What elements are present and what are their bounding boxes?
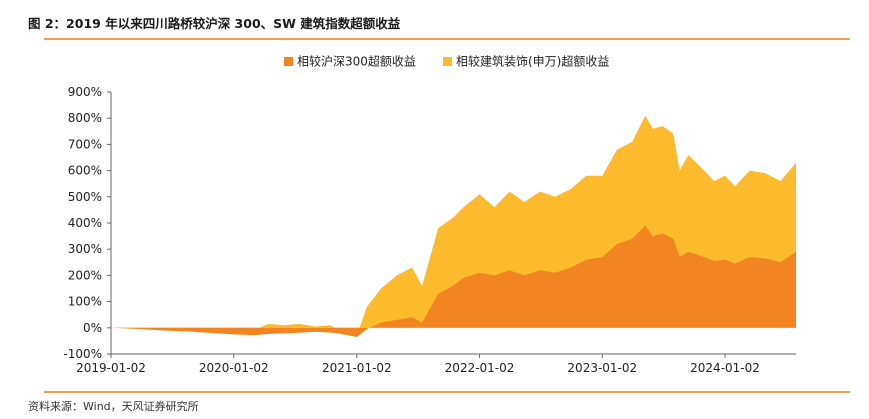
plot-area: -100% 0% 100% 200% 300% 400% 500% 600% 700% 800% 9… xyxy=(63,85,796,375)
figure-title: 图 2：2019 年以来四川路桥较沪深 300、SW 建筑指数超额收益 xyxy=(28,16,401,31)
x-tick-label: 2023-01-02 xyxy=(567,361,637,375)
series-layer xyxy=(111,115,796,337)
legend-item-sw: 相较建筑装饰(申万)超额收益 xyxy=(443,54,609,69)
y-tick-label: 400% xyxy=(68,216,102,230)
x-tick-label: 2022-01-02 xyxy=(445,361,515,375)
source-note: 资料来源：Wind，天风证券研究所 xyxy=(28,400,199,413)
legend-swatch-hs300 xyxy=(284,57,293,66)
x-tick-label: 2019-01-02 xyxy=(76,361,146,375)
legend-label-hs300: 相较沪深300超额收益 xyxy=(297,54,416,69)
y-tick-label: 100% xyxy=(68,295,102,309)
series-area-hs300-excess xyxy=(111,225,796,337)
y-tick-label: 500% xyxy=(68,190,102,204)
y-tick-label: -100% xyxy=(63,347,102,361)
y-tick-label: 200% xyxy=(68,268,102,282)
y-tick-label: 800% xyxy=(68,111,102,125)
x-tick-label: 2020-01-02 xyxy=(199,361,269,375)
legend: 相较沪深300超额收益 相较建筑装饰(申万)超额收益 xyxy=(284,54,609,69)
footer-divider xyxy=(44,391,850,393)
x-tick-label: 2024-01-02 xyxy=(690,361,760,375)
legend-swatch-sw xyxy=(443,57,452,66)
y-tick-label: 700% xyxy=(68,137,102,151)
y-tick-label: 300% xyxy=(68,242,102,256)
y-tick-label: 600% xyxy=(68,164,102,178)
y-tick-label: 900% xyxy=(68,85,102,99)
legend-label-sw: 相较建筑装饰(申万)超额收益 xyxy=(456,54,609,69)
axes-layer: -100% 0% 100% 200% 300% 400% 500% 600% 700% 800% 9… xyxy=(63,85,796,375)
legend-item-hs300: 相较沪深300超额收益 xyxy=(284,54,416,69)
y-tick-label: 0% xyxy=(83,321,102,335)
title-divider xyxy=(44,38,850,40)
x-tick-label: 2021-01-02 xyxy=(322,361,392,375)
